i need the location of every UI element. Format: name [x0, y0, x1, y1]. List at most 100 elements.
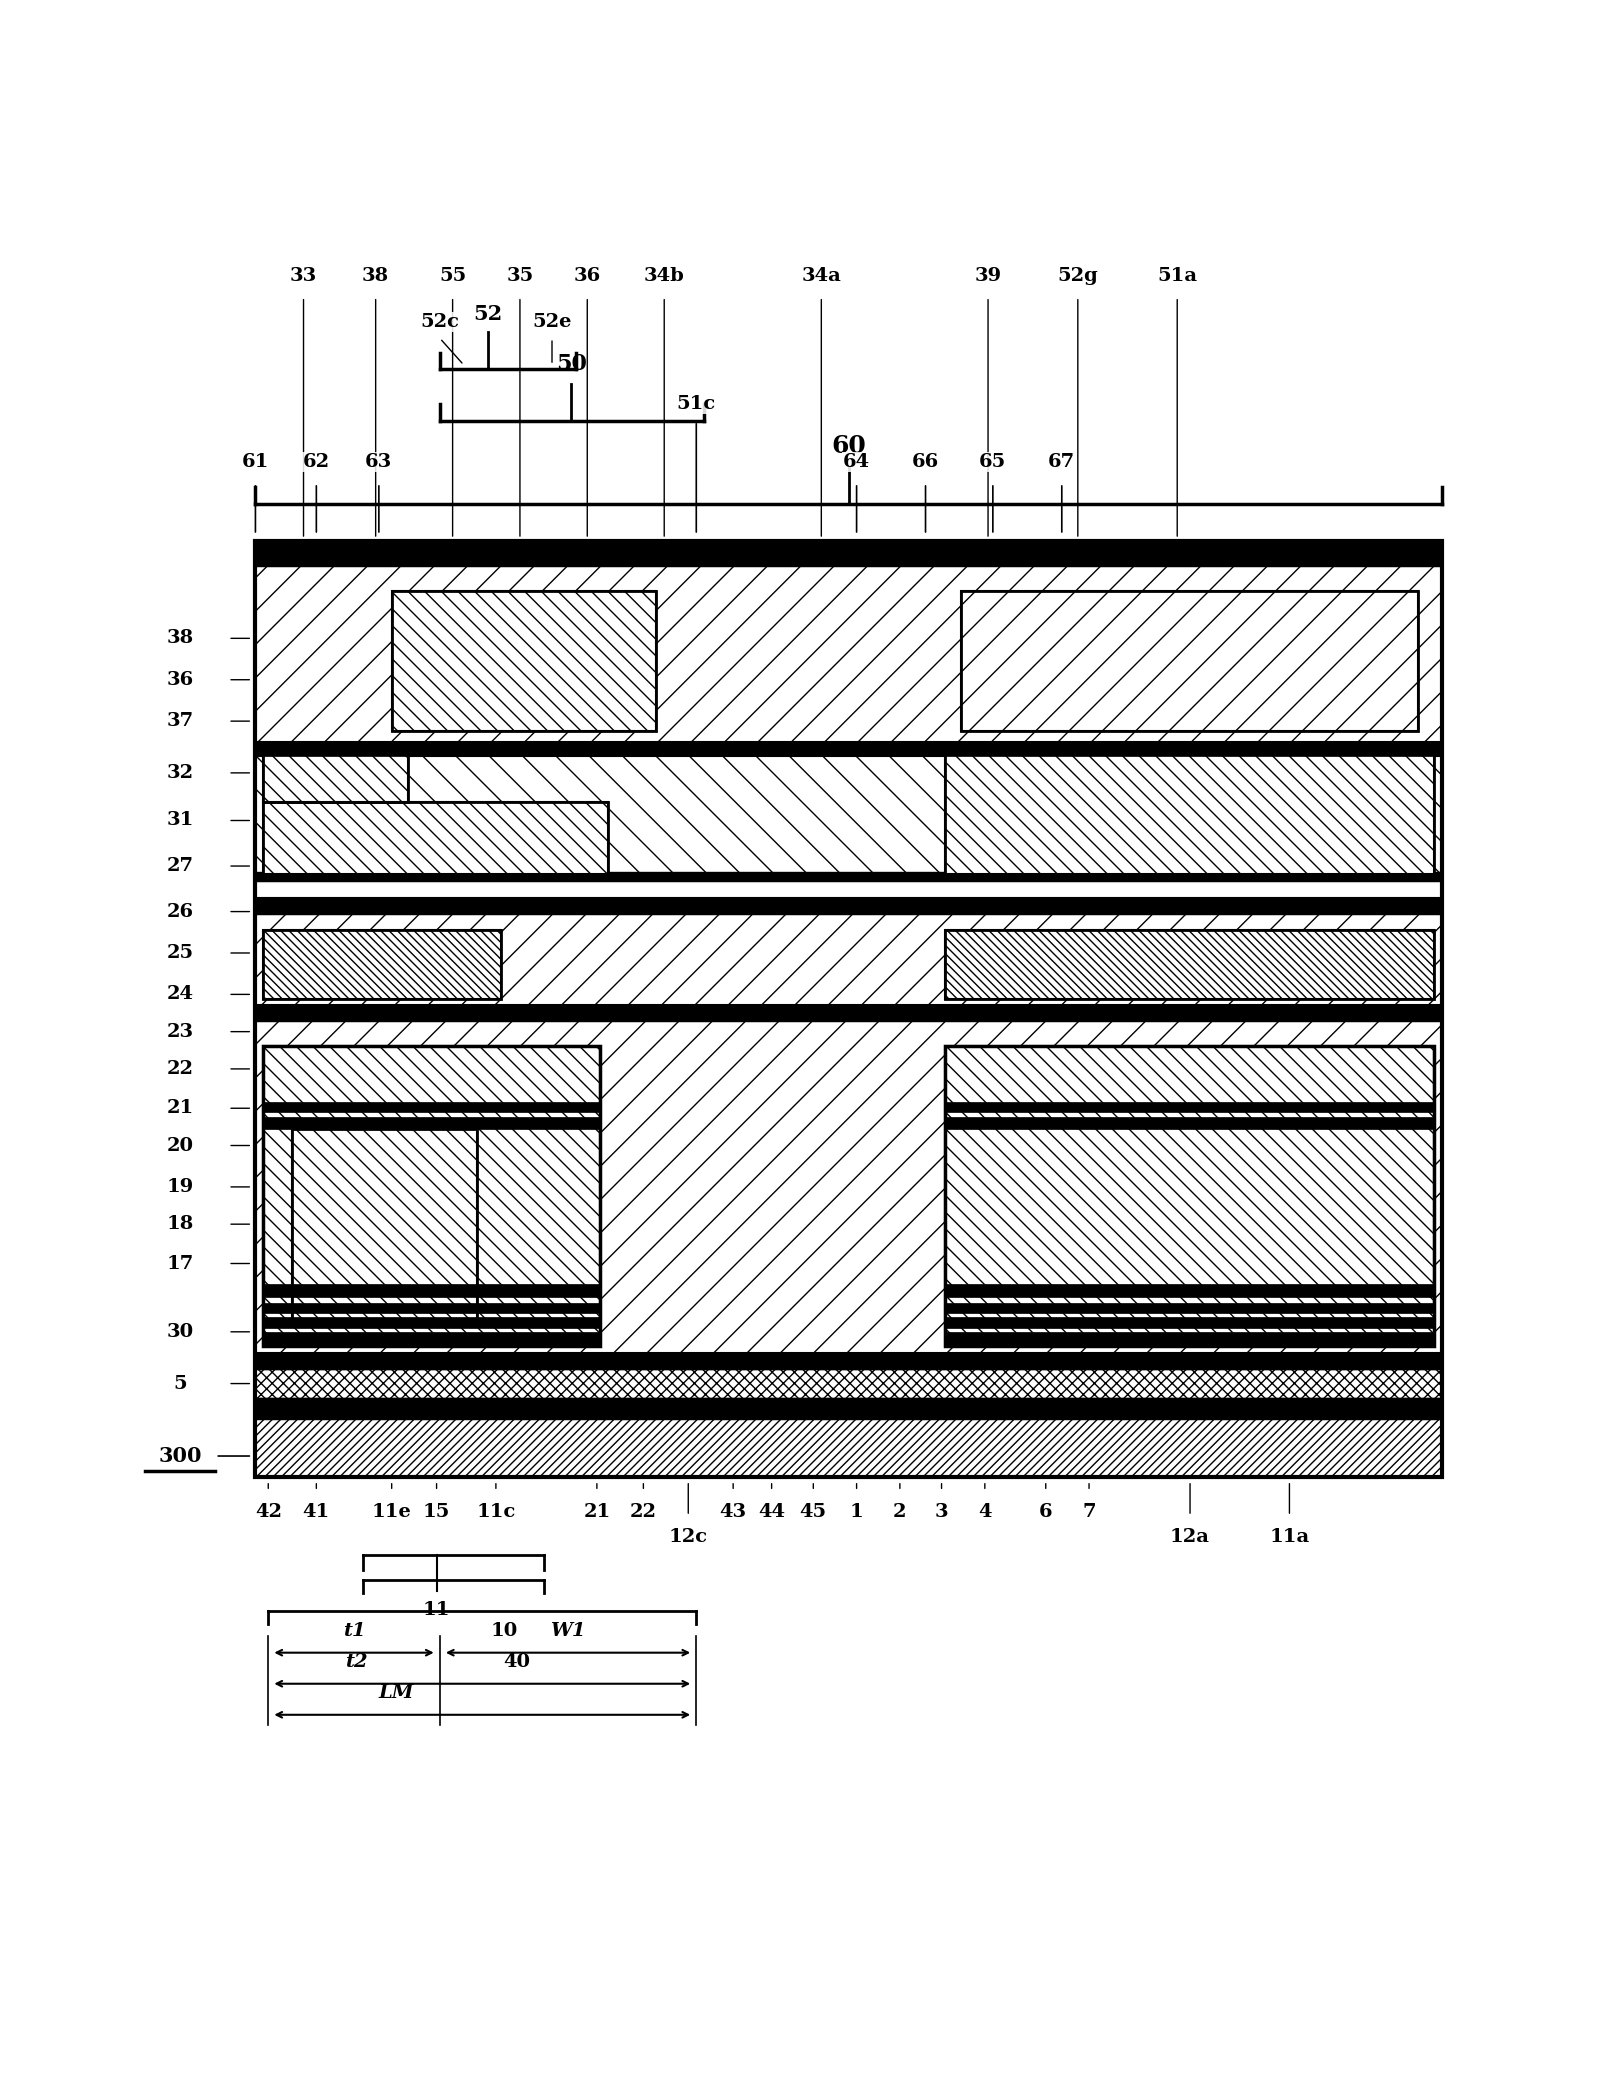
Text: 15: 15 [424, 1503, 450, 1521]
Text: 61: 61 [241, 454, 268, 471]
Bar [255, 1419, 1442, 1478]
Text: 36: 36 [167, 671, 194, 688]
Text: 4: 4 [978, 1503, 991, 1521]
Bar [944, 929, 1434, 998]
Text: 66: 66 [912, 454, 939, 471]
Text: 22: 22 [167, 1061, 194, 1077]
Bar [255, 542, 1442, 1478]
Text: 26: 26 [167, 902, 194, 921]
Text: t2: t2 [344, 1653, 367, 1671]
Text: 11c: 11c [475, 1503, 516, 1521]
Bar [960, 590, 1418, 731]
Text: 45: 45 [800, 1503, 826, 1521]
Text: W1: W1 [550, 1621, 585, 1640]
Text: 23: 23 [167, 1023, 194, 1040]
Text: 22: 22 [631, 1503, 657, 1521]
Text: 300: 300 [158, 1446, 202, 1465]
Text: 43: 43 [720, 1503, 747, 1521]
Bar [255, 913, 1442, 1004]
Text: 33: 33 [289, 267, 317, 286]
Bar [255, 896, 1442, 913]
Text: 55: 55 [438, 267, 466, 286]
Text: 52g: 52g [1058, 267, 1098, 286]
Text: 20: 20 [167, 1136, 194, 1155]
Text: 51c: 51c [676, 396, 716, 413]
Text: 1: 1 [849, 1503, 863, 1521]
Text: 51a: 51a [1158, 267, 1197, 286]
Text: t1: t1 [343, 1621, 365, 1640]
Text: 2: 2 [893, 1503, 907, 1521]
Bar [264, 1284, 600, 1296]
Bar [255, 1021, 1442, 1353]
Text: 67: 67 [1048, 454, 1075, 471]
Text: 63: 63 [365, 454, 393, 471]
Text: 40: 40 [503, 1653, 530, 1671]
Bar [255, 742, 1442, 756]
Text: 17: 17 [167, 1255, 194, 1273]
Text: 11: 11 [422, 1601, 450, 1619]
Bar [255, 882, 1442, 896]
Bar [264, 1117, 600, 1130]
Bar [960, 590, 1418, 731]
Text: 34a: 34a [802, 267, 841, 286]
Bar [255, 1398, 1442, 1419]
Bar [944, 1046, 1434, 1346]
Bar [255, 873, 1442, 882]
Bar [264, 929, 501, 998]
Bar [944, 1302, 1434, 1313]
Text: LM: LM [378, 1684, 414, 1703]
Bar [255, 542, 1442, 567]
Text: 65: 65 [980, 454, 1006, 471]
Bar [255, 1353, 1442, 1369]
Bar [264, 802, 608, 875]
Text: 36: 36 [574, 267, 602, 286]
Text: 12a: 12a [1171, 1528, 1210, 1546]
Bar [264, 1332, 600, 1346]
Text: 44: 44 [758, 1503, 786, 1521]
Bar [944, 929, 1434, 998]
Bar [944, 1284, 1434, 1296]
Bar [255, 1004, 1442, 1021]
Bar [944, 1102, 1434, 1113]
Text: 60: 60 [831, 433, 867, 458]
Bar [944, 754, 1434, 875]
Bar [391, 590, 657, 731]
Text: 18: 18 [167, 1215, 194, 1234]
Text: 50: 50 [556, 354, 587, 375]
Text: 19: 19 [167, 1177, 194, 1196]
Text: 42: 42 [255, 1503, 281, 1521]
Bar [264, 1102, 600, 1113]
Text: 41: 41 [302, 1503, 330, 1521]
Text: 7: 7 [1082, 1503, 1096, 1521]
Text: 52e: 52e [532, 313, 572, 331]
Bar [264, 744, 407, 802]
Text: 21: 21 [167, 1098, 194, 1117]
Text: 64: 64 [842, 454, 870, 471]
Bar [264, 1046, 600, 1346]
Text: 6: 6 [1040, 1503, 1053, 1521]
Text: 37: 37 [167, 713, 194, 729]
Bar [944, 754, 1434, 875]
Text: 11e: 11e [372, 1503, 412, 1521]
Bar [264, 1046, 600, 1346]
Bar [293, 1130, 477, 1325]
Bar [391, 590, 657, 731]
Text: 52c: 52c [420, 313, 459, 331]
Bar [264, 1302, 600, 1313]
Bar [255, 1369, 1442, 1398]
Text: 12c: 12c [669, 1528, 708, 1546]
Text: 38: 38 [362, 267, 390, 286]
Bar [944, 1117, 1434, 1130]
Text: 39: 39 [975, 267, 1001, 286]
Text: 11a: 11a [1269, 1528, 1310, 1546]
Text: 10: 10 [490, 1621, 517, 1640]
Bar [255, 567, 1442, 742]
Text: 21: 21 [584, 1503, 611, 1521]
Bar [264, 802, 608, 875]
Text: 35: 35 [506, 267, 534, 286]
Text: 5: 5 [173, 1375, 188, 1392]
Text: 62: 62 [302, 454, 330, 471]
Bar [293, 1130, 477, 1325]
Bar [255, 756, 1442, 882]
Text: 38: 38 [167, 629, 194, 648]
